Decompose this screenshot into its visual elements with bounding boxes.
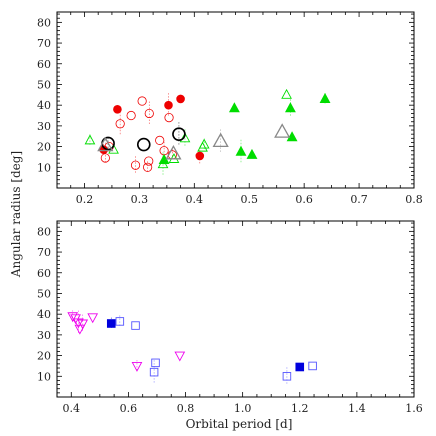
filled-circle-point — [195, 151, 205, 161]
open-triangle-point — [157, 158, 169, 169]
open-circle-point — [144, 156, 154, 166]
down-triangle-point — [87, 313, 99, 324]
x-tick-label: 1.6 — [405, 402, 423, 415]
y-tick-label: 10 — [37, 161, 51, 174]
x-tick-label: 0.4 — [63, 402, 81, 415]
open-circle-point — [164, 113, 174, 123]
large-triangle-point — [165, 145, 182, 160]
down-triangle-point — [77, 319, 89, 330]
y-tick-label: 40 — [37, 99, 51, 112]
y-tick-label: 30 — [37, 120, 51, 133]
bold-circle-point — [172, 127, 186, 141]
down-triangle-point — [174, 351, 186, 362]
filled-triangle-point — [284, 102, 296, 113]
open-square-point — [115, 317, 125, 326]
y-tick-label: 30 — [37, 329, 51, 342]
x-tick-label: 0.6 — [295, 193, 313, 206]
open-square-point — [282, 372, 292, 381]
filled-circle-point — [113, 105, 122, 114]
down-triangle-point — [74, 324, 86, 335]
filled-square-point — [106, 319, 116, 328]
filled-circle-point — [176, 94, 185, 104]
open-circle-point — [100, 153, 110, 163]
y-axis-label: Angular radius [deg] — [9, 151, 23, 278]
filled-triangle-point — [246, 148, 258, 159]
open-square-point — [308, 361, 317, 371]
open-circle-point — [143, 162, 153, 172]
bottom-panel: 0.4 0.6 0.8 1.0 1.2 1.4 1.6 10 20 30 40 50 60 70 80 — [37, 220, 423, 415]
plot-frame — [56, 11, 415, 189]
open-triangle-point — [179, 132, 191, 143]
open-square-point — [149, 367, 159, 377]
x-tick-label: 0.4 — [186, 193, 204, 206]
filled-square-point — [295, 362, 305, 372]
plot-frame — [56, 220, 415, 398]
open-triangle-point — [84, 134, 96, 145]
y-tick-label: 10 — [37, 370, 51, 383]
x-tick-label: 0.8 — [405, 193, 423, 206]
bold-circle-point — [136, 137, 151, 152]
filled-triangle-point — [319, 92, 331, 103]
x-tick-label: 0.5 — [240, 193, 258, 206]
y-tick-label: 70 — [37, 246, 51, 259]
x-tick-label: 0.3 — [131, 193, 149, 206]
x-tick-label: 0.6 — [120, 402, 138, 415]
down-triangle-point — [67, 312, 79, 323]
open-square-point — [151, 358, 160, 368]
down-triangle-point — [73, 318, 84, 329]
open-triangle-point — [198, 138, 210, 149]
y-tick-label: 40 — [37, 308, 51, 321]
down-triangle-point — [131, 361, 143, 372]
open-circle-point — [155, 135, 165, 145]
large-triangle-point — [97, 136, 114, 152]
filled-triangle-point — [228, 102, 240, 113]
filled-triangle-point — [235, 145, 247, 156]
x-tick-label: 1.0 — [234, 402, 252, 415]
x-tick-label: 0.7 — [350, 193, 368, 206]
y-tick-label: 50 — [37, 78, 51, 91]
y-tick-label: 80 — [37, 16, 51, 29]
large-triangle-point — [274, 123, 291, 138]
y-tick-label: 50 — [37, 287, 51, 300]
y-tick-label: 20 — [37, 350, 51, 363]
open-circle-point — [130, 160, 141, 170]
open-circle-point — [137, 96, 147, 106]
large-triangle-point — [212, 132, 229, 148]
open-triangle-point — [281, 88, 292, 99]
x-tick-label: 0.8 — [177, 402, 195, 415]
open-triangle-point — [197, 141, 208, 152]
open-circle-point — [144, 108, 154, 119]
y-tick-label: 60 — [37, 58, 51, 71]
x-tick-label: 1.2 — [291, 402, 309, 415]
open-square-point — [131, 321, 140, 330]
open-circle-point — [126, 110, 136, 121]
y-tick-label: 80 — [37, 225, 51, 238]
top-panel: 0.2 0.3 0.4 0.5 0.6 0.7 0.8 10 20 30 40 50 60 70 80 — [37, 11, 423, 206]
filled-circle-point — [164, 100, 173, 110]
y-tick-label: 70 — [37, 37, 51, 50]
filled-triangle-point — [286, 131, 298, 142]
y-tick-label: 60 — [37, 267, 51, 280]
x-axis-label: Orbital period [d] — [186, 417, 293, 431]
x-tick-label: 0.2 — [76, 193, 94, 206]
y-tick-label: 20 — [37, 141, 51, 154]
open-circle-point — [115, 119, 125, 129]
x-tick-label: 1.4 — [348, 402, 366, 415]
